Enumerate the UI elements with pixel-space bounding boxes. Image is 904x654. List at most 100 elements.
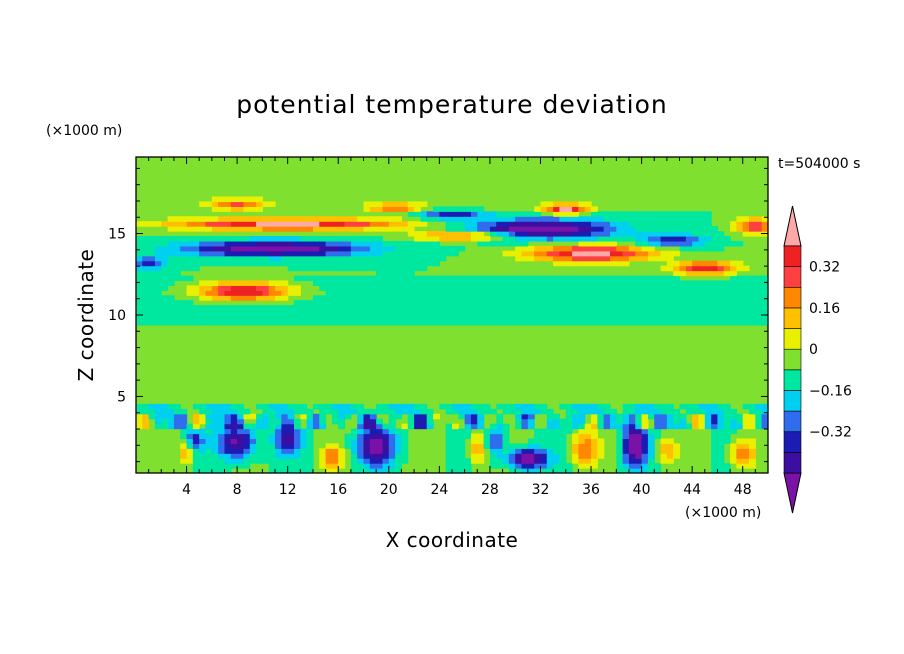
heatmap-cell [338,295,346,301]
heatmap-cell [641,468,649,473]
colorbar-tick-label: 0.16 [809,301,840,317]
heatmap-cell [616,418,624,425]
heatmap-cell [666,265,674,272]
heatmap-cell [628,250,636,257]
heatmap-cell [211,315,219,321]
heatmap-cell [565,231,573,237]
heatmap-cell [426,211,434,217]
heatmap-cell [325,260,333,267]
heatmap-cell [534,408,542,415]
heatmap-cell [426,300,434,306]
heatmap-cell [180,413,188,420]
heatmap-cell [464,211,472,217]
heatmap-cell [635,463,643,469]
heatmap-cell [597,255,605,262]
heatmap-cell [249,315,257,321]
heatmap-cell [369,260,377,267]
heatmap-cell [704,403,712,410]
heatmap-cell [224,260,232,267]
heatmap-cell [363,260,371,267]
heatmap-cell [300,438,308,444]
heatmap-cell [736,295,744,301]
heatmap-cell [635,250,643,257]
heatmap-cell [294,458,301,464]
heatmap-cell [344,236,352,242]
heatmap-cell [180,240,188,247]
heatmap-cell [180,300,188,306]
heatmap-cell [622,433,630,440]
heatmap-cell [591,226,598,232]
heatmap-cell [395,250,403,257]
heatmap-cell [458,206,466,212]
heatmap-cell [186,255,194,262]
colorbar-bin [783,452,802,474]
heatmap-cell [136,221,143,227]
heatmap-cell [470,403,478,410]
heatmap-cell [711,285,719,291]
heatmap-cell [414,201,421,207]
heatmap-cell [395,300,403,306]
heatmap-cell [376,453,384,459]
heatmap-cell [445,211,453,217]
heatmap-cell [148,221,156,227]
heatmap-cell [401,403,409,410]
heatmap-cell [591,413,598,420]
heatmap-cell [546,443,554,449]
heatmap-cell [319,216,327,222]
heatmap-cell [717,403,725,410]
x-tick-label: 16 [329,482,347,498]
heatmap-cell [527,448,535,454]
heatmap-cell [420,403,428,410]
heatmap-cell [654,403,662,410]
heatmap-cell [439,245,447,252]
heatmap-cell [635,240,643,247]
heatmap-cell [154,250,162,257]
heatmap-cell [331,305,339,311]
heatmap-cell [395,240,403,247]
heatmap-cell [502,305,510,311]
heatmap-cell [357,403,365,410]
heatmap-cell [294,448,301,454]
heatmap-cell [243,315,251,321]
heatmap-cell [572,260,579,267]
heatmap-cell [527,458,535,464]
heatmap-cell [154,408,162,415]
heatmap-cell [641,231,649,237]
heatmap-cell [597,403,605,410]
heatmap-cell [224,448,232,454]
heatmap-cell [692,423,700,430]
heatmap-cell [211,423,219,430]
heatmap-cell [521,319,529,326]
heatmap-cell [344,265,352,272]
heatmap-cell [243,255,251,262]
heatmap-cell [376,265,384,272]
heatmap-cell [711,231,719,237]
heatmap-cell [635,468,643,473]
heatmap-cell [281,226,289,232]
heatmap-cell [616,428,624,435]
heatmap-cell [591,418,598,425]
heatmap-cell [325,310,333,316]
heatmap-cell [660,408,668,415]
heatmap-cell [470,226,478,232]
heatmap-cell [628,468,636,473]
heatmap-cell [331,453,339,459]
heatmap-cell [641,280,649,286]
heatmap-cell [477,433,485,440]
heatmap-cell [136,315,143,321]
heatmap-cell [730,240,737,247]
heatmap-cell [401,448,409,454]
heatmap-cell [515,300,523,306]
heatmap-cell [224,250,232,257]
heatmap-cell [275,255,282,262]
heatmap-cell [553,260,561,267]
heatmap-cell [344,433,352,440]
heatmap-cell [275,428,282,435]
heatmap-cell [502,290,510,296]
heatmap-cell [262,433,270,440]
heatmap-cell [414,240,421,247]
heatmap-cell [521,453,529,459]
heatmap-cell [730,443,737,449]
heatmap-cell [388,245,396,252]
heatmap-cell [306,250,314,257]
